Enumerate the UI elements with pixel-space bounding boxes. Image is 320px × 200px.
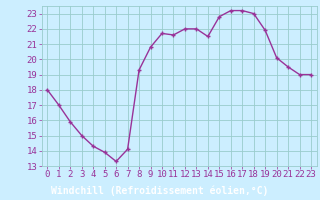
Text: Windchill (Refroidissement éolien,°C): Windchill (Refroidissement éolien,°C): [51, 186, 269, 196]
